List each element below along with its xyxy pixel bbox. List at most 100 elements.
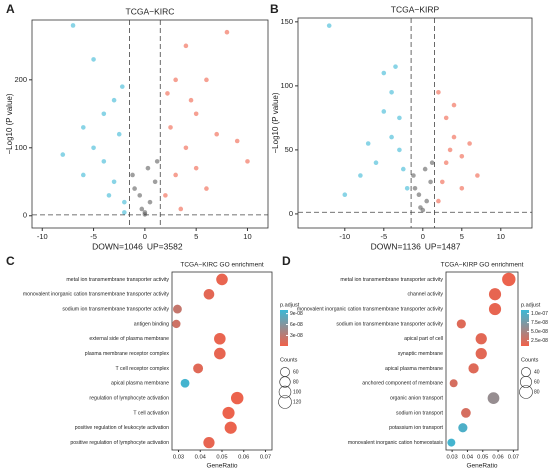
y-tick-label: antigen binding bbox=[134, 321, 169, 327]
point bbox=[389, 134, 394, 140]
point bbox=[178, 206, 184, 212]
point bbox=[451, 134, 457, 140]
point bbox=[60, 152, 66, 157]
point bbox=[436, 89, 441, 95]
y-tick-label: monovalent inorganic cation transmembran… bbox=[23, 292, 170, 298]
point bbox=[381, 109, 387, 114]
dot bbox=[461, 408, 471, 418]
y-tick-label: 0 bbox=[23, 211, 27, 220]
point bbox=[443, 160, 449, 165]
size-key bbox=[521, 367, 531, 377]
plot-border bbox=[31, 19, 269, 229]
x-tick-label: 10 bbox=[497, 232, 505, 241]
x-tick-label: -10 bbox=[339, 232, 350, 241]
dot bbox=[449, 379, 458, 388]
panel-letter: D bbox=[282, 254, 291, 268]
point bbox=[365, 141, 371, 146]
y-tick-label: potassium ion transport bbox=[389, 425, 443, 431]
size-label: 60 bbox=[293, 369, 299, 375]
point bbox=[447, 147, 453, 153]
point bbox=[145, 165, 151, 171]
colorbar bbox=[280, 310, 288, 346]
y-tick-label: anchored component of membrane bbox=[362, 381, 443, 387]
y-tick-label: 150 bbox=[280, 17, 293, 26]
y-tick-label: T cell receptor complex bbox=[115, 366, 169, 372]
dot bbox=[488, 303, 502, 316]
point bbox=[412, 186, 418, 191]
point bbox=[111, 97, 117, 103]
y-tick-label: positive regulation of lymphocyte activa… bbox=[70, 440, 169, 446]
point bbox=[130, 172, 135, 178]
dot bbox=[502, 272, 516, 287]
y-tick-label: synaptic membrane bbox=[398, 351, 443, 357]
y-tick-label: monovalent inorganic cation transmembran… bbox=[297, 306, 444, 312]
point bbox=[459, 153, 465, 159]
point bbox=[193, 111, 199, 117]
x-tick-label: 10 bbox=[243, 232, 251, 241]
y-tick-label: external side of plasma membrane bbox=[89, 336, 169, 342]
size-label: 80 bbox=[534, 389, 540, 395]
x-tick-label: 0.03 bbox=[446, 455, 457, 461]
chart-title: TCGA−KIRC GO enrichment bbox=[180, 262, 263, 269]
point bbox=[101, 159, 107, 164]
dot bbox=[447, 438, 456, 447]
point bbox=[424, 198, 430, 204]
x-tick-label: 0.05 bbox=[477, 455, 488, 461]
point bbox=[393, 64, 398, 69]
y-tick-label: 50 bbox=[285, 145, 293, 154]
point bbox=[152, 179, 158, 185]
dot bbox=[203, 288, 215, 300]
point bbox=[193, 165, 199, 171]
x-tick-label: 0 bbox=[421, 232, 425, 241]
point bbox=[234, 138, 240, 144]
y-tick-label: apical plasma membrane bbox=[111, 381, 169, 387]
x-tick-label: 0.03 bbox=[173, 455, 184, 461]
point bbox=[204, 186, 209, 191]
panel-letter: C bbox=[6, 254, 15, 268]
dot bbox=[222, 406, 235, 419]
x-tick-label: 0 bbox=[143, 232, 147, 241]
point bbox=[81, 172, 86, 178]
colorbar bbox=[521, 310, 529, 346]
y-axis-label: −Log10 (P value) bbox=[271, 92, 280, 153]
point bbox=[443, 115, 449, 121]
legend-title: p.adjust bbox=[280, 302, 300, 308]
point bbox=[358, 173, 363, 178]
point bbox=[436, 198, 441, 204]
legend-title: p.adjust bbox=[521, 302, 541, 308]
dot bbox=[216, 273, 228, 286]
y-tick-label: monovalent inorganic cation homeostasis bbox=[348, 440, 444, 446]
y-tick-label: organic anion transport bbox=[390, 395, 444, 401]
point bbox=[168, 125, 173, 130]
point bbox=[119, 84, 125, 89]
point bbox=[142, 212, 148, 217]
plot-border bbox=[445, 271, 519, 451]
x-tick-label: 0.04 bbox=[462, 455, 474, 461]
point bbox=[147, 199, 153, 205]
point bbox=[401, 166, 406, 172]
size-label: 120 bbox=[293, 399, 302, 405]
point bbox=[428, 179, 433, 185]
y-tick-label: T cell activation bbox=[133, 410, 169, 416]
size-key bbox=[279, 376, 291, 388]
x-tick-label: -10 bbox=[37, 232, 48, 241]
x-tick-label: 0.06 bbox=[238, 455, 249, 461]
point bbox=[397, 147, 402, 153]
point bbox=[173, 172, 178, 178]
x-axis-label: GeneRatio bbox=[466, 463, 497, 470]
colorbar-label: 3e-08 bbox=[290, 333, 303, 339]
point bbox=[422, 166, 428, 172]
point bbox=[122, 210, 127, 215]
point bbox=[397, 115, 402, 121]
point bbox=[418, 205, 423, 210]
x-axis-label: GeneRatio bbox=[206, 463, 237, 470]
dot bbox=[193, 363, 204, 374]
size-key bbox=[280, 367, 290, 377]
x-tick-label: 0.04 bbox=[195, 455, 207, 461]
x-tick-label: -5 bbox=[90, 232, 97, 241]
chart-title: TCGA−KIRP bbox=[391, 4, 440, 14]
point bbox=[429, 160, 435, 165]
point bbox=[389, 89, 394, 95]
point bbox=[106, 193, 112, 198]
point bbox=[214, 131, 219, 137]
